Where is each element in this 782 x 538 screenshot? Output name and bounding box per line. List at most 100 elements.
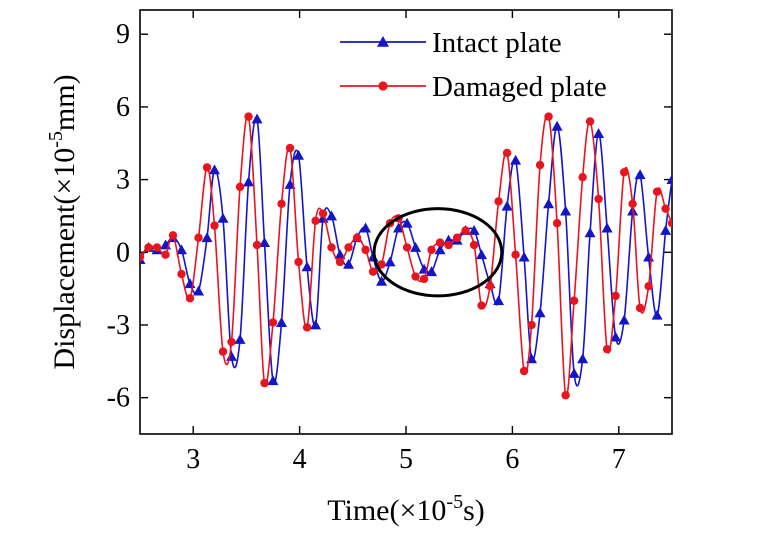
data-point	[494, 197, 503, 206]
x-axis-label: Time(×10-5s)	[327, 491, 485, 527]
data-point	[294, 257, 303, 267]
data-point	[661, 204, 670, 213]
data-point	[185, 294, 195, 303]
data-point	[510, 154, 522, 165]
series-line-damaged-plate	[140, 113, 672, 398]
data-point	[427, 245, 436, 255]
data-point	[501, 200, 513, 211]
data-point	[161, 250, 170, 259]
data-point	[252, 240, 262, 250]
data-point	[634, 169, 646, 180]
data-point	[618, 314, 630, 325]
data-point	[285, 143, 295, 153]
data-point	[208, 164, 220, 175]
data-point	[384, 256, 396, 267]
legend-label: Damaged plate	[432, 71, 607, 103]
legend-label: Intact plate	[432, 27, 562, 59]
data-point	[502, 148, 512, 158]
data-point	[293, 149, 305, 160]
data-point	[310, 319, 322, 330]
highlight-ellipse	[372, 207, 504, 298]
data-point	[144, 243, 153, 252]
data-point	[601, 222, 613, 233]
data-point	[419, 274, 429, 284]
legend-item-damaged-plate: Damaged plate	[340, 71, 607, 103]
data-point	[544, 112, 553, 121]
data-point	[361, 245, 370, 255]
legend-marker	[377, 36, 389, 47]
legend: Intact plate Damaged plate	[340, 27, 607, 103]
legend-item-intact-plate: Intact plate	[340, 27, 562, 59]
data-point	[468, 224, 480, 235]
data-point	[226, 350, 238, 361]
data-point	[267, 375, 279, 386]
data-point	[485, 282, 495, 291]
data-point	[660, 224, 672, 235]
x-tick-label: 3	[186, 444, 200, 475]
data-point	[652, 187, 662, 196]
data-point	[335, 257, 345, 267]
data-point	[493, 295, 505, 306]
data-point	[234, 334, 246, 344]
data-point	[218, 347, 228, 356]
data-point	[377, 260, 386, 269]
data-point	[260, 378, 269, 388]
data-point	[326, 210, 338, 221]
x-tick-label: 7	[612, 444, 626, 475]
data-point	[393, 222, 405, 233]
data-point	[201, 232, 213, 243]
data-point	[643, 251, 655, 262]
data-point	[243, 176, 255, 187]
data-point	[376, 275, 388, 286]
data-point	[217, 212, 229, 223]
data-point	[594, 194, 603, 204]
data-point	[251, 113, 263, 124]
y-axis-label: Displacement(×10-5mm)	[45, 74, 81, 369]
data-point	[401, 217, 413, 228]
data-point	[519, 366, 529, 376]
data-point	[569, 296, 579, 305]
data-point	[577, 353, 589, 364]
data-point	[352, 233, 362, 242]
data-point	[552, 219, 562, 228]
data-point	[511, 250, 520, 259]
data-point	[410, 241, 422, 252]
x-axis: 3 4 5 6 7	[186, 10, 626, 475]
data-point	[402, 243, 412, 252]
data-point	[611, 291, 620, 301]
data-point	[343, 258, 355, 269]
data-point	[210, 221, 219, 230]
data-point	[368, 267, 378, 276]
y-tick-label: 0	[116, 237, 130, 268]
series-layer	[140, 112, 672, 400]
data-point	[327, 243, 336, 252]
data-point	[469, 240, 479, 250]
data-point	[593, 128, 605, 138]
y-tick-label: -3	[107, 310, 130, 341]
y-tick-label: 6	[116, 92, 130, 123]
data-point	[277, 199, 286, 209]
x-tick-label: 6	[505, 444, 519, 475]
data-point	[578, 172, 587, 182]
data-point	[435, 238, 445, 247]
data-point	[244, 112, 253, 121]
data-point	[202, 163, 212, 172]
data-point	[584, 227, 596, 238]
data-point	[311, 216, 320, 225]
data-point	[177, 269, 186, 279]
data-point	[227, 337, 236, 347]
x-tick-label: 5	[399, 444, 413, 475]
data-point	[168, 231, 178, 240]
data-point	[518, 251, 530, 262]
data-point	[667, 219, 672, 228]
data-point	[461, 226, 470, 235]
data-point	[175, 244, 187, 255]
data-point	[635, 303, 645, 313]
data-point	[651, 309, 663, 320]
data-point	[666, 174, 672, 184]
data-point	[560, 205, 572, 216]
data-point	[585, 117, 595, 126]
x-tick-label: 4	[293, 444, 307, 475]
data-point	[543, 198, 555, 209]
